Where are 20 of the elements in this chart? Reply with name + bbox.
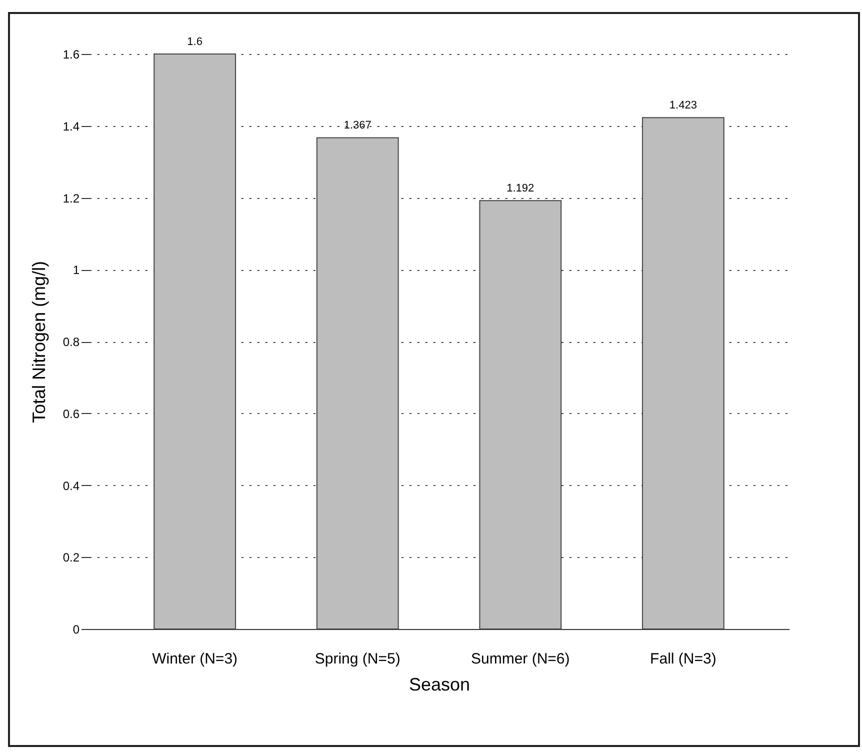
data-label: 1.192 — [506, 182, 534, 195]
y-tick-label: 1.4 — [62, 119, 80, 134]
y-tick-label: 1 — [72, 263, 80, 278]
y-tick-label: 0.8 — [62, 335, 80, 349]
x-tick-label: Winter (N=3) — [152, 650, 238, 668]
bar — [154, 54, 236, 630]
data-label: 1.367 — [344, 120, 372, 132]
y-tick-label: 0 — [72, 622, 80, 636]
y-tick-label: 0.4 — [62, 478, 80, 493]
y-tick-label: 0.6 — [62, 406, 80, 421]
y-tick-label: 0.2 — [62, 550, 80, 565]
y-axis-title: Total Nitrogen (mg/l) — [28, 260, 49, 424]
x-axis-title: Season — [408, 674, 470, 694]
x-tick-label: Fall (N=3) — [650, 650, 716, 668]
y-tick-label: 1.6 — [62, 48, 80, 62]
data-label: 1.6 — [187, 36, 202, 48]
data-label: 1.423 — [669, 100, 697, 112]
y-tick-label: 1.2 — [62, 191, 80, 206]
x-tick-label: Spring (N=5) — [314, 650, 400, 668]
x-tick-label: Summer (N=6) — [471, 650, 570, 668]
